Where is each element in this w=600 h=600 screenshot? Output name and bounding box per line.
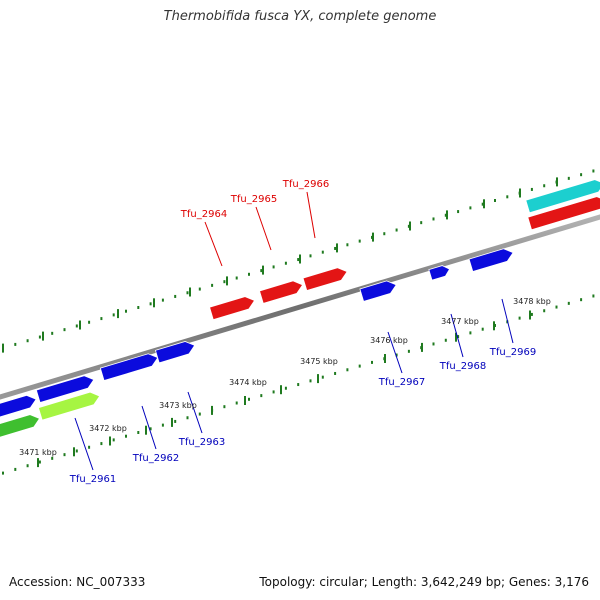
gene-tfu-2963-leader — [187, 391, 203, 434]
kbp-3478-label: 3478 kbp — [513, 297, 551, 306]
gene-tfu-2964[interactable] — [209, 294, 257, 321]
feature-track — [0, 177, 600, 439]
gene-tfu-2965-leader — [255, 206, 272, 251]
kbp-3477-label: 3477 kbp — [441, 317, 479, 326]
gene-tfu-2969[interactable] — [468, 246, 515, 273]
kbp-3474-label: 3474 kbp — [229, 378, 267, 387]
kbp-3473-label: 3473 kbp — [159, 401, 197, 410]
accession-text: Accession: NC_007333 — [9, 575, 146, 589]
gene-tfu-2964-leader — [204, 221, 223, 267]
kbp-3471-label: 3471 kbp — [19, 448, 57, 457]
feature-green-left[interactable] — [0, 412, 41, 439]
gene-tfu-2968-label[interactable]: Tfu_2968 — [439, 361, 486, 372]
gene-tfu-2968-leader — [450, 313, 464, 358]
gene-tfu-2963-label[interactable]: Tfu_2963 — [178, 437, 225, 448]
gene-tfu-2969-label[interactable]: Tfu_2969 — [489, 347, 536, 358]
feature-red-right[interactable] — [527, 194, 600, 231]
genome-summary-text: Topology: circular; Length: 3,642,249 bp… — [259, 575, 589, 589]
gene-tfu-2964-label[interactable]: Tfu_2964 — [180, 209, 227, 220]
gene-tfu-2961-leader — [74, 417, 94, 471]
gene-tfu-2961-label[interactable]: Tfu_2961 — [69, 474, 116, 485]
feature-cyan-right[interactable] — [525, 177, 600, 214]
gene-tfu-2962-label[interactable]: Tfu_2962 — [132, 453, 179, 464]
gene-tfu-2962[interactable] — [99, 351, 159, 382]
gene-tfu-2967-leader — [387, 331, 403, 374]
feature-labels: Tfu_2961 Tfu_2962 Tfu_2963 Tfu_2964Tfu_2965… — [19, 179, 551, 485]
label-leader-lines — [74, 191, 514, 471]
gene-tfu-2963[interactable] — [154, 339, 196, 364]
gene-tfu-2967-label[interactable]: Tfu_2967 — [378, 377, 425, 388]
genome-backbone — [0, 214, 600, 400]
gene-tfu-2961[interactable] — [37, 390, 101, 421]
gene-tfu-2966-leader — [306, 191, 316, 239]
gene-tfu-2966[interactable] — [302, 265, 349, 292]
gene-tfu-2966-label[interactable]: Tfu_2966 — [282, 179, 329, 190]
kbp-3472-label: 3472 kbp — [89, 424, 127, 433]
feature-blue-left-2[interactable] — [35, 373, 95, 404]
kbp-3475-label: 3475 kbp — [300, 357, 338, 366]
backbone-line — [0, 214, 600, 400]
kbp-3476-label: 3476 kbp — [370, 336, 408, 345]
feature-blue-left-1[interactable] — [0, 393, 38, 418]
gene-tfu-2965[interactable] — [259, 279, 305, 304]
map-title: Thermobifida fusca YX, complete genome — [163, 9, 437, 24]
tick-marks — [2, 169, 595, 475]
gene-tfu-2968[interactable] — [428, 264, 451, 281]
gene-tfu-2962-leader — [141, 405, 157, 450]
gene-tfu-2969-leader — [501, 298, 514, 344]
gene-tfu-2967[interactable] — [359, 279, 398, 302]
gene-tfu-2965-label[interactable]: Tfu_2965 — [230, 194, 277, 205]
